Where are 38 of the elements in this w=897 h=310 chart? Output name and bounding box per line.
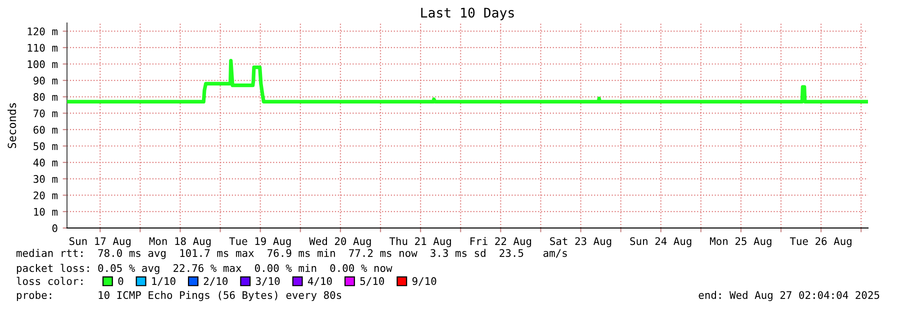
- x-tick-label: Mon 18 Aug: [149, 237, 211, 248]
- x-tick-label: Wed 20 Aug: [309, 237, 371, 248]
- y-tick-label: 20 m: [34, 191, 58, 200]
- y-tick-label: 0: [52, 224, 58, 232]
- legend-label: 5/10: [360, 277, 384, 286]
- y-tick-label: 30 m: [34, 175, 58, 183]
- x-tick-label: Sun 24 Aug: [630, 237, 692, 248]
- legend-label: 9/10: [412, 277, 436, 286]
- x-tick-label: Tue 26 Aug: [790, 237, 852, 248]
- y-tick-label: 120 m: [28, 27, 58, 36]
- legend-label: 0: [118, 277, 124, 286]
- line-series: [67, 58, 868, 104]
- y-tick-label: 40 m: [33, 158, 58, 167]
- legend-label: 4/10: [308, 277, 332, 286]
- y-tick-label: 60 m: [34, 126, 58, 134]
- legend-label: 2/10: [204, 277, 228, 286]
- x-tick-label: Thu 21 Aug: [389, 237, 451, 248]
- x-tick-label: Tue 19 Aug: [229, 237, 291, 248]
- x-tick-label: Sun 17 Aug: [70, 237, 131, 248]
- y-tick-label: 10 m: [34, 208, 58, 216]
- chart-title: Last 10 Days: [421, 8, 514, 20]
- legend-label: 3/10: [256, 277, 280, 286]
- text: probe: 10 ICMP Echo Pings (56 Bytes) every 80s: [16, 290, 342, 302]
- text: median rtt: 78.0 ms avg 101.7 ms max 76.9 ms min 77.2 ms now 3.3 ms sd 23.5 am/s: [16, 248, 567, 260]
- y-tick-label: 70 m: [34, 109, 58, 118]
- x-tick-label: Fri 22 Aug: [470, 237, 532, 248]
- y-tick-label: 110 m: [28, 44, 58, 52]
- y-tick-label: 50 m: [34, 142, 58, 150]
- y-axis-title: Seconds: [8, 103, 16, 148]
- text: end: Wed Aug 27 02:04:04 2025: [698, 290, 880, 302]
- x-tick-label: Mon 25 Aug: [710, 237, 772, 248]
- x-tick-label: Sat 23 Aug: [550, 237, 612, 248]
- y-tick-label: 90 m: [34, 76, 58, 85]
- y-tick-label: 80 m: [34, 93, 58, 101]
- text: packet loss: 0.05 % avg 22.76 % max 0.00 % min 0.00 % now: [16, 264, 392, 274]
- y-tick-label: 100 m: [28, 60, 58, 68]
- legend-label: 1/10: [152, 277, 176, 286]
- legend-title: loss color:: [16, 276, 82, 286]
